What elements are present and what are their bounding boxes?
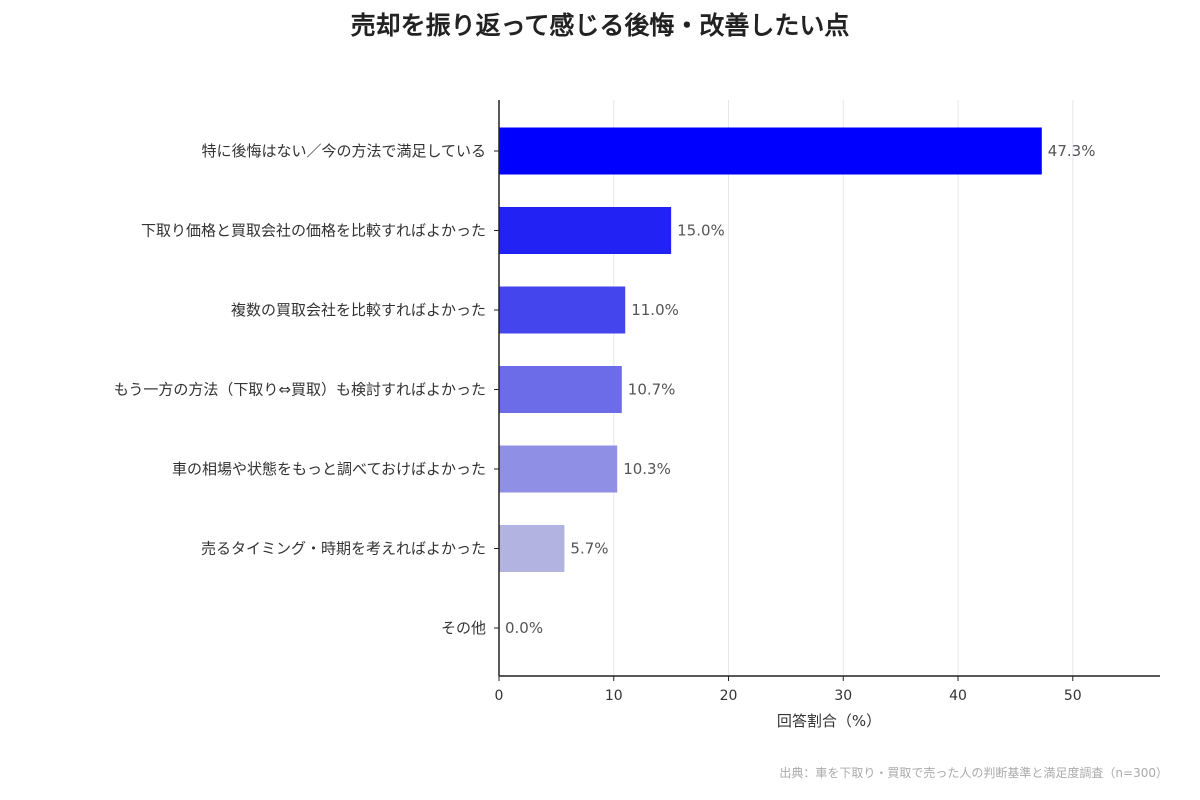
x-tick-label: 0: [495, 688, 504, 704]
bar: [499, 366, 622, 413]
value-label: 11.0%: [631, 301, 679, 319]
category-label: 下取り価格と買取会社の価格を比較すればよかった: [141, 222, 486, 240]
axes: 0 10 20 30 40 50: [494, 100, 1160, 704]
x-tick-label: 20: [720, 688, 738, 704]
x-tick-label: 50: [1064, 688, 1082, 704]
bar: [499, 445, 618, 493]
grid-lines: [613, 100, 1074, 676]
x-tick-label: 30: [834, 688, 852, 704]
bar: [499, 127, 1042, 175]
category-label: 複数の買取会社を比較すればよかった: [231, 301, 486, 319]
value-label: 10.3%: [623, 460, 671, 478]
x-tick-label: 10: [605, 688, 623, 704]
source-note: 出典：車を下取り・買取で売った人の判断基準と満足度調査（n=300）: [779, 765, 1168, 780]
value-label: 10.7%: [628, 381, 676, 399]
chart-title: 売却を振り返って感じる後悔・改善したい点: [351, 11, 850, 40]
bar: [499, 286, 626, 334]
category-label: もう一方の方法（下取り⇔買取）も検討すればよかった: [114, 381, 486, 399]
bar: [499, 525, 565, 572]
category-label: 特に後悔はない／今の方法で満足している: [201, 142, 486, 160]
category-label: その他: [441, 619, 486, 637]
category-label: 車の相場や状態をもっと調べておけばよかった: [172, 460, 486, 478]
x-axis-title: 回答割合（%）: [777, 712, 881, 730]
value-label: 47.3%: [1048, 142, 1096, 160]
bar: [499, 207, 672, 254]
category-label: 売るタイミング・時期を考えればよかった: [201, 540, 486, 558]
value-label: 15.0%: [677, 222, 725, 240]
value-label: 5.7%: [570, 540, 608, 558]
x-tick-label: 40: [949, 688, 967, 704]
bars: 特に後悔はない／今の方法で満足している 47.3% 下取り価格と買取会社の価格を比較…: [114, 127, 1096, 637]
value-label: 0.0%: [505, 619, 543, 637]
